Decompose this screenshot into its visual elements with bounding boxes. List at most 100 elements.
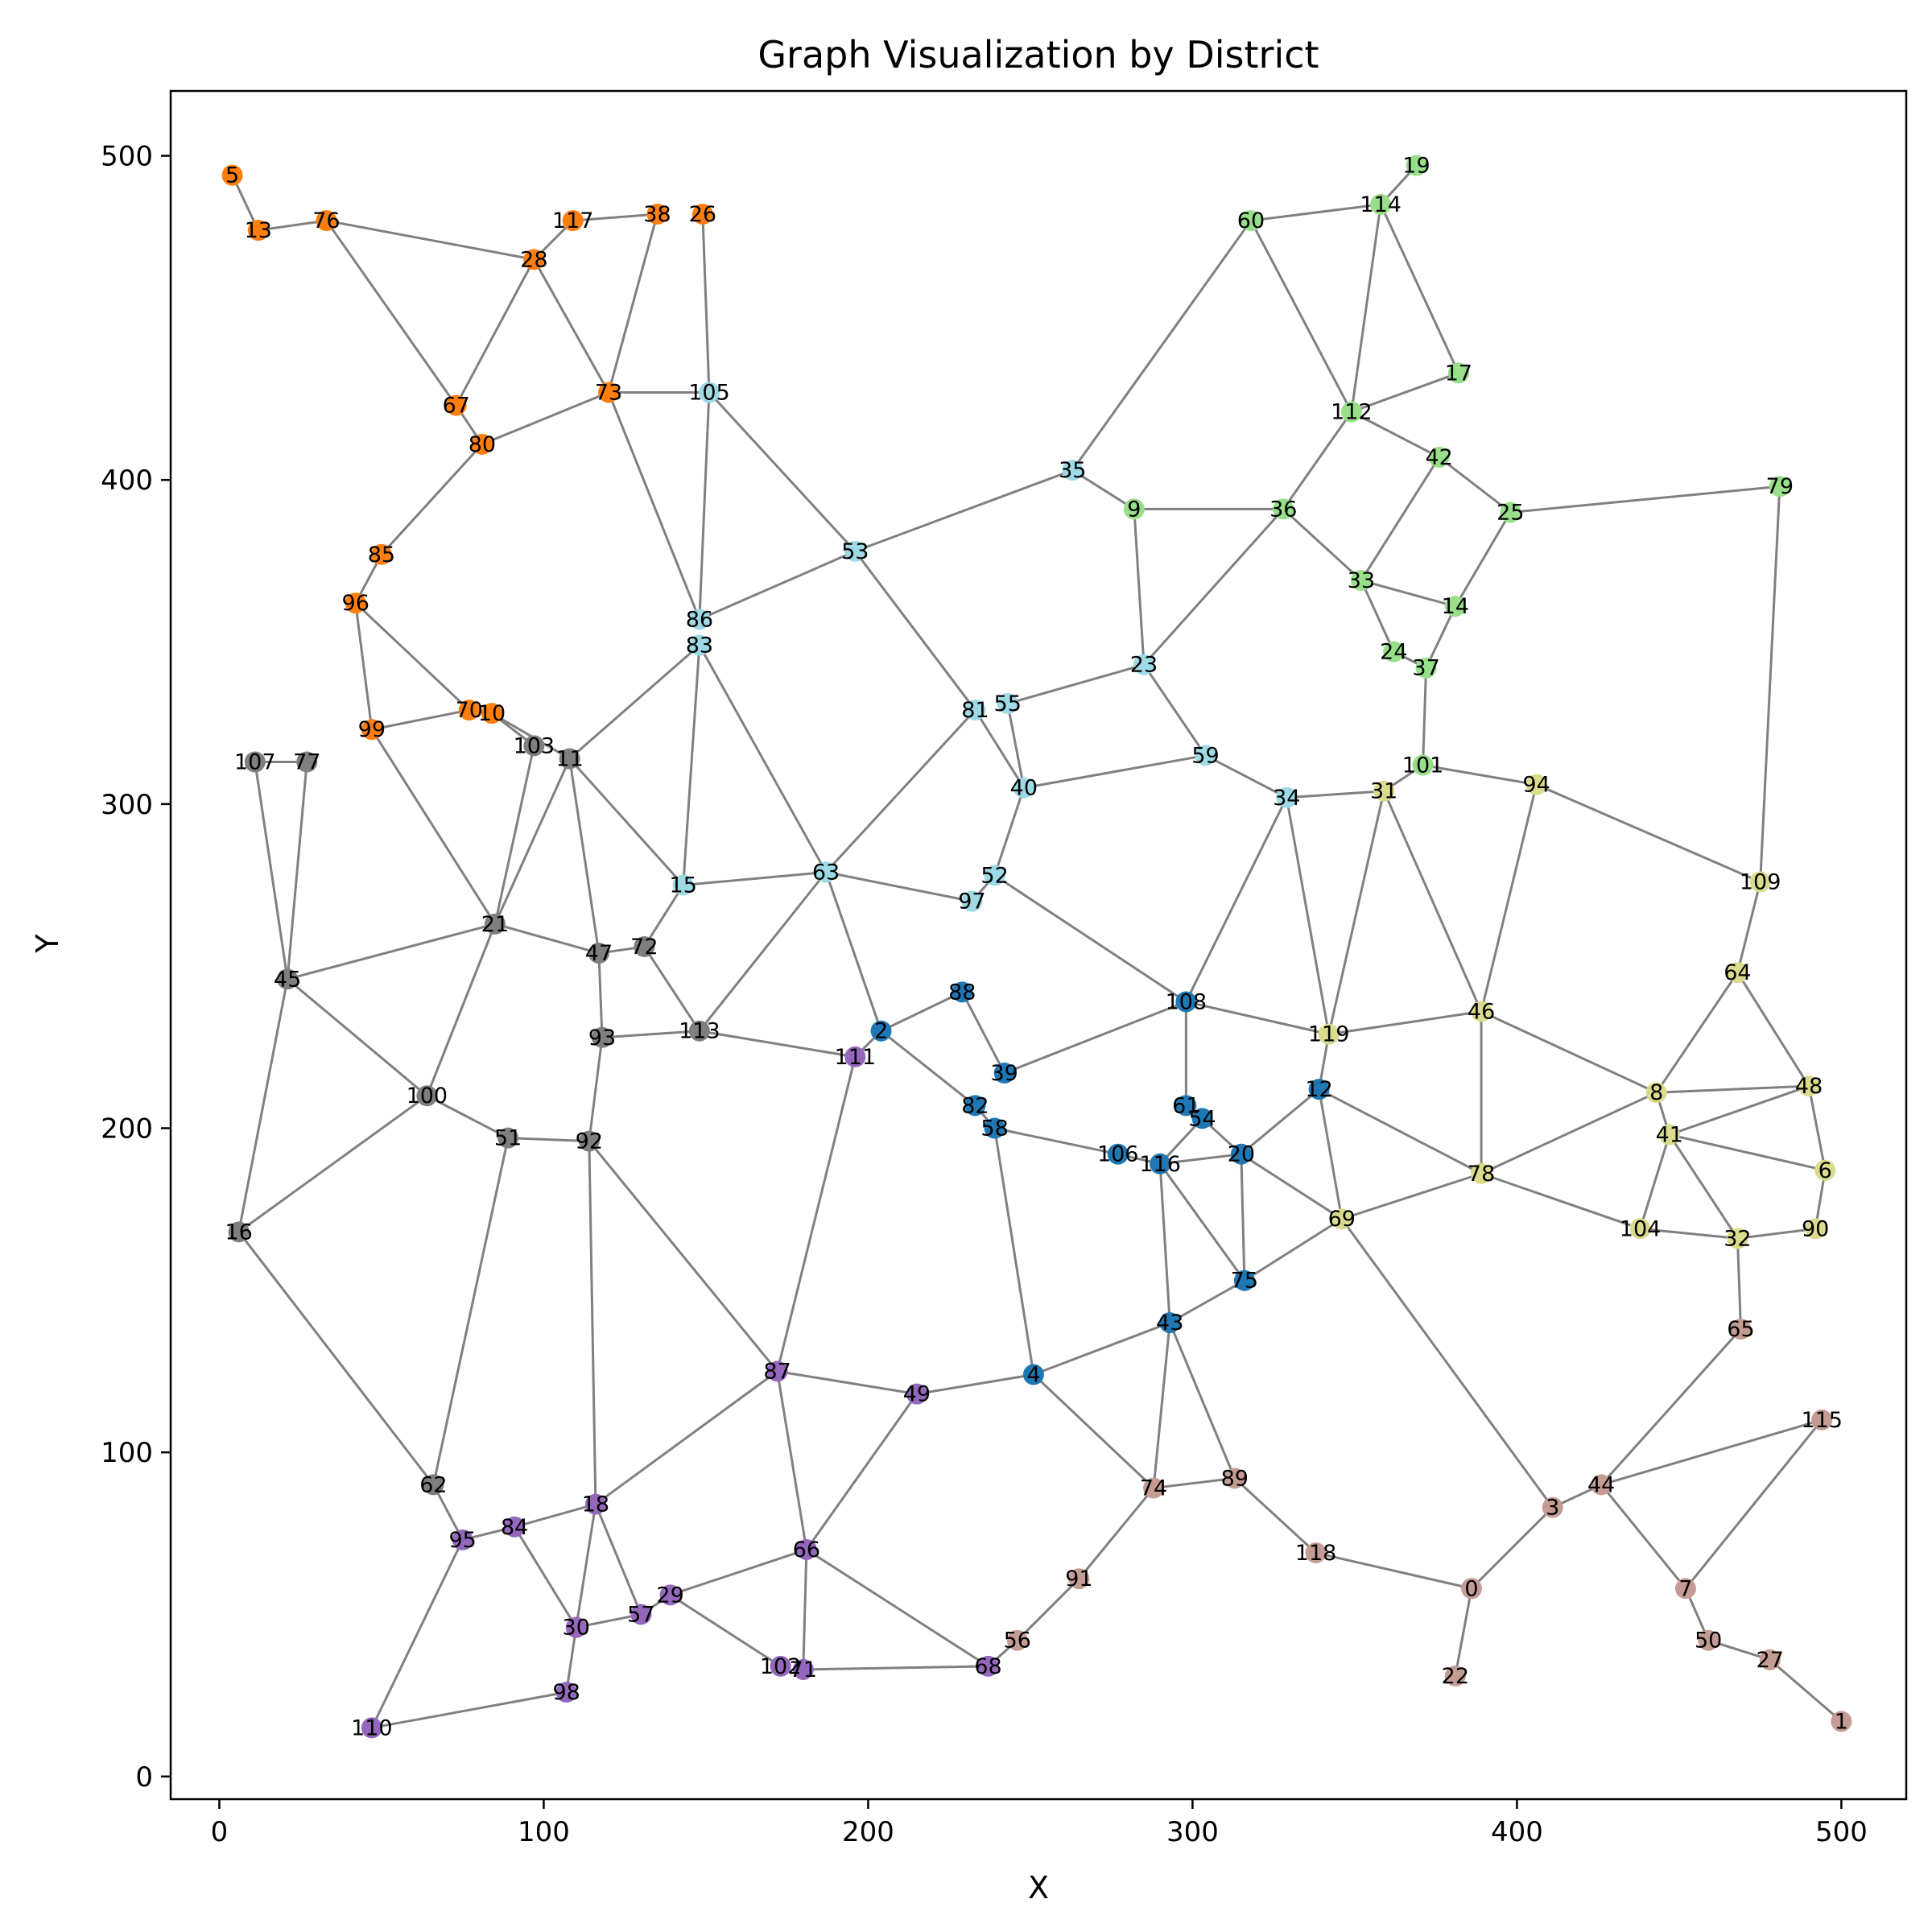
node-32	[1727, 1228, 1748, 1249]
edge-88-39	[960, 991, 1006, 1074]
edge-49-66	[805, 1393, 919, 1550]
node-label-0: 0	[1464, 1576, 1478, 1601]
edge-45-21	[287, 923, 496, 980]
edge-86-53	[699, 550, 856, 621]
edge-81-63	[824, 709, 976, 873]
node-label-91: 91	[1065, 1567, 1092, 1591]
edge-8-48	[1656, 1084, 1810, 1094]
node-label-63: 63	[812, 860, 840, 885]
edge-12-78	[1318, 1088, 1482, 1175]
edge-25-79	[1510, 485, 1780, 514]
node-75	[1233, 1269, 1255, 1291]
node-label-33: 33	[1348, 568, 1375, 593]
edge-74-91	[1078, 1487, 1155, 1580]
node-64	[1727, 962, 1748, 984]
node-70	[458, 700, 480, 721]
edge-27-1	[1769, 1658, 1843, 1723]
node-52	[984, 865, 1005, 886]
edge-46-8	[1480, 1010, 1657, 1094]
node-label-29: 29	[656, 1583, 683, 1608]
node-119	[1318, 1023, 1340, 1045]
chart-title: Graph Visualization by District	[758, 33, 1319, 76]
node-16	[228, 1221, 250, 1243]
edge-30-57	[576, 1613, 642, 1629]
node-31	[1373, 780, 1395, 802]
node-label-96: 96	[342, 591, 369, 616]
node-label-55: 55	[994, 691, 1022, 716]
node-105	[698, 382, 720, 403]
edge-87-18	[595, 1370, 778, 1505]
edge-112-42	[1351, 411, 1440, 459]
node-88	[952, 981, 973, 1003]
edge-18-57	[594, 1504, 642, 1616]
node-30	[565, 1616, 587, 1638]
node-label-108: 108	[1166, 989, 1208, 1014]
edge-112-36	[1282, 411, 1353, 510]
edge-39-108	[1004, 1001, 1187, 1075]
edge-52-108	[993, 874, 1187, 1003]
node-label-118: 118	[1295, 1541, 1337, 1566]
edge-94-109	[1535, 783, 1761, 883]
node-label-28: 28	[520, 247, 547, 272]
node-93	[591, 1026, 613, 1048]
node-46	[1471, 1001, 1492, 1022]
node-label-19: 19	[1402, 154, 1430, 179]
edge-11-21	[493, 758, 572, 925]
node-3	[1542, 1496, 1563, 1518]
node-label-77: 77	[293, 749, 320, 774]
node-label-6: 6	[1818, 1158, 1832, 1183]
node-49	[906, 1383, 927, 1405]
edge-114-17	[1379, 204, 1460, 374]
node-7	[1674, 1578, 1696, 1600]
edge-60-114	[1250, 203, 1381, 222]
node-98	[555, 1682, 577, 1703]
node-label-116: 116	[1139, 1152, 1181, 1177]
node-94	[1525, 774, 1547, 795]
node-label-76: 76	[312, 208, 340, 233]
edge-48-41	[1669, 1084, 1810, 1136]
node-68	[977, 1655, 999, 1677]
edge-66-68	[806, 1548, 989, 1668]
node-97	[961, 890, 983, 912]
y-tick-label: 100	[101, 1437, 153, 1469]
edge-99-21	[370, 729, 497, 925]
node-106	[1107, 1143, 1129, 1165]
node-99	[361, 719, 382, 741]
edge-100-51	[426, 1094, 509, 1139]
node-label-46: 46	[1468, 1000, 1495, 1025]
edge-60-112	[1249, 220, 1353, 413]
node-89	[1224, 1468, 1245, 1489]
edge-33-14	[1360, 579, 1456, 608]
edge-92-87	[588, 1140, 778, 1373]
node-82	[964, 1095, 986, 1117]
node-45	[277, 968, 299, 990]
edge-118-89	[1233, 1477, 1317, 1554]
edge-20-75	[1240, 1154, 1246, 1281]
node-55	[997, 693, 1018, 715]
edge-69-78	[1341, 1172, 1482, 1220]
edge-105-53	[708, 391, 857, 552]
edge-30-98	[565, 1627, 578, 1693]
node-53	[844, 540, 866, 562]
node-label-41: 41	[1656, 1123, 1683, 1148]
node-100	[416, 1085, 438, 1107]
node-115	[1811, 1409, 1833, 1430]
y-axis-label: Y	[30, 934, 65, 954]
node-label-36: 36	[1269, 497, 1297, 522]
edge-4-49	[916, 1373, 1034, 1396]
node-35	[1062, 460, 1084, 481]
node-39	[993, 1063, 1015, 1084]
edge-12-69	[1318, 1088, 1344, 1220]
node-label-94: 94	[1522, 773, 1550, 798]
node-label-66: 66	[793, 1538, 820, 1563]
node-78	[1471, 1162, 1492, 1184]
node-71	[792, 1658, 814, 1680]
node-label-75: 75	[1231, 1269, 1258, 1294]
node-label-84: 84	[501, 1515, 528, 1540]
node-label-48: 48	[1795, 1074, 1823, 1099]
node-20	[1230, 1143, 1252, 1165]
edge-64-48	[1736, 972, 1810, 1087]
node-label-82: 82	[961, 1093, 989, 1118]
edge-40-52	[993, 787, 1026, 876]
node-23	[1133, 654, 1154, 675]
